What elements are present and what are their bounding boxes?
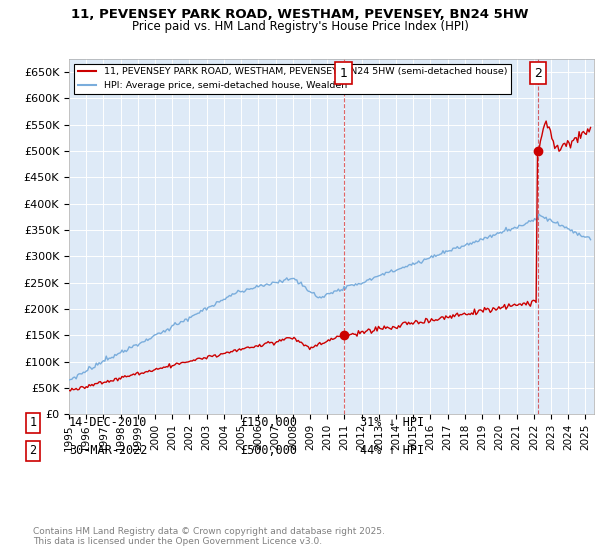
Text: 11, PEVENSEY PARK ROAD, WESTHAM, PEVENSEY, BN24 5HW: 11, PEVENSEY PARK ROAD, WESTHAM, PEVENSE… [71,8,529,21]
Legend: 11, PEVENSEY PARK ROAD, WESTHAM, PEVENSEY, BN24 5HW (semi-detached house), HPI: : 11, PEVENSEY PARK ROAD, WESTHAM, PEVENSE… [74,63,511,94]
Text: £500,000: £500,000 [240,444,297,458]
Text: Price paid vs. HM Land Registry's House Price Index (HPI): Price paid vs. HM Land Registry's House … [131,20,469,32]
Text: 2: 2 [29,444,37,458]
Text: 31% ↓ HPI: 31% ↓ HPI [360,416,424,430]
Text: Contains HM Land Registry data © Crown copyright and database right 2025.
This d: Contains HM Land Registry data © Crown c… [33,526,385,546]
Text: 1: 1 [340,67,347,80]
Text: £150,000: £150,000 [240,416,297,430]
Text: 30-MAR-2022: 30-MAR-2022 [69,444,148,458]
Text: 2: 2 [534,67,542,80]
Text: 1: 1 [29,416,37,430]
Text: 14-DEC-2010: 14-DEC-2010 [69,416,148,430]
Text: 44% ↑ HPI: 44% ↑ HPI [360,444,424,458]
